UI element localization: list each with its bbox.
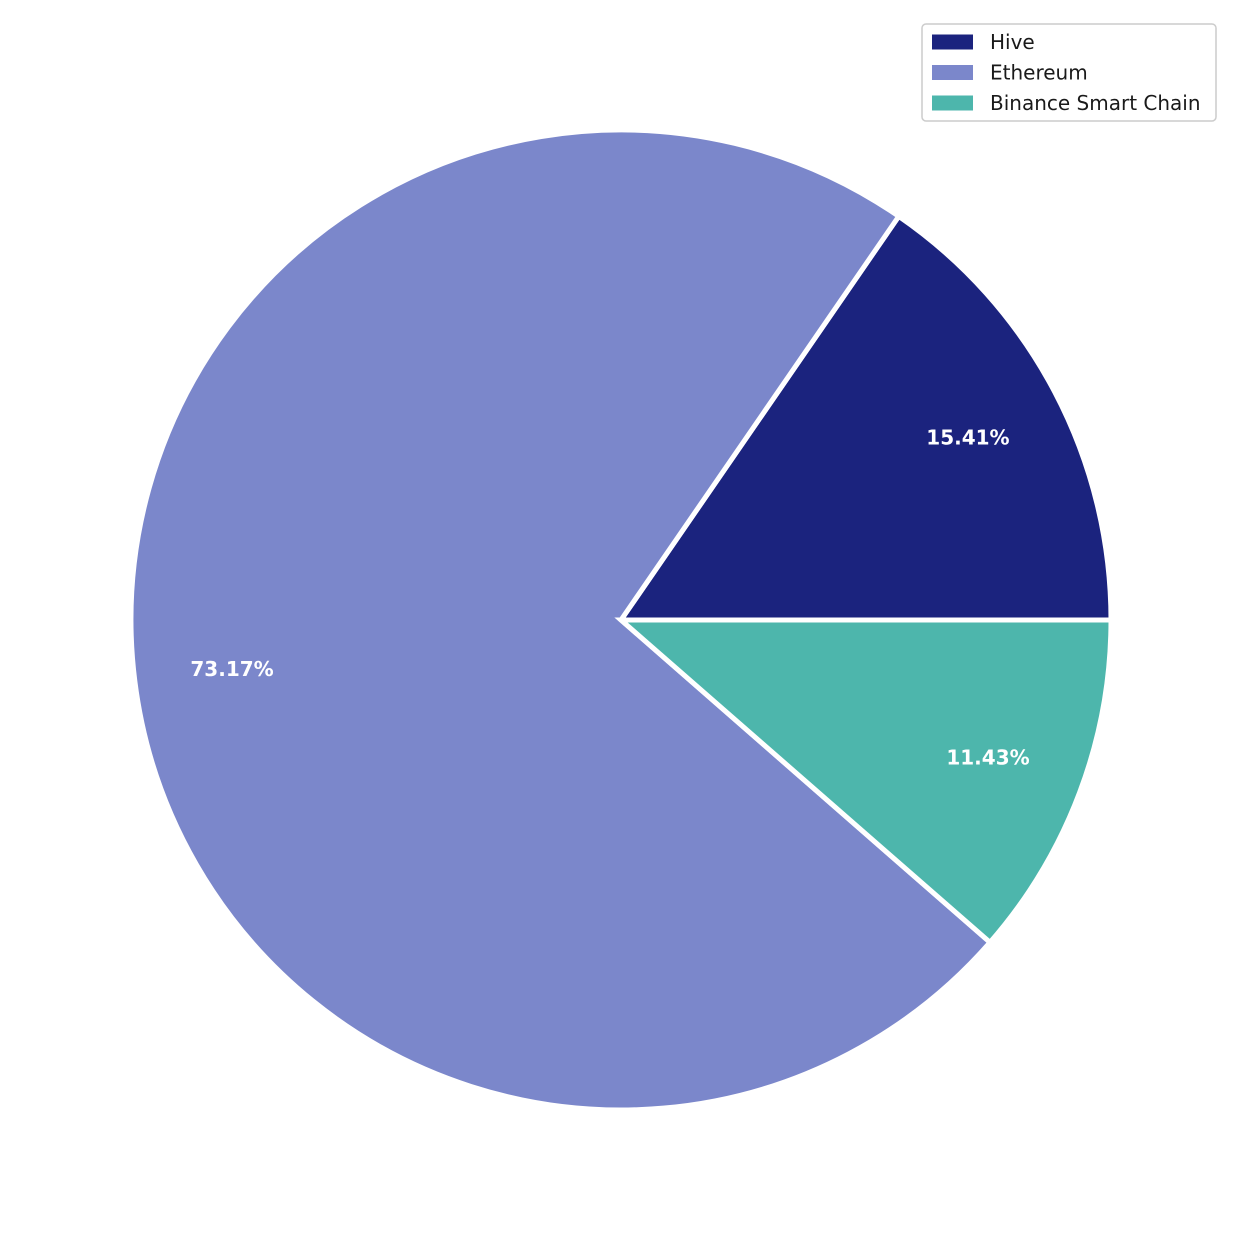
pie-label-ethereum: 73.17% <box>190 657 273 681</box>
legend: Hive Ethereum Binance Smart Chain <box>921 23 1217 122</box>
pie-slice-hive <box>616 212 1114 623</box>
legend-label-hive: Hive <box>990 30 1035 54</box>
pie-slice-ethereum <box>128 127 994 1113</box>
legend-frame <box>921 23 1217 122</box>
legend-items: Hive Ethereum Binance Smart Chain <box>932 30 1201 115</box>
pie-slices <box>128 127 1114 1113</box>
legend-swatch-ethereum <box>932 65 973 80</box>
pie-label-hive: 15.41% <box>926 426 1009 450</box>
legend-swatch-hive <box>932 34 973 50</box>
legend-swatch-binance-smart-chain <box>932 95 973 111</box>
pie-label-binance-smart-chain: 11.43% <box>946 746 1029 770</box>
pie-percent-labels: 15.41% 73.17% 11.43% <box>190 426 1029 770</box>
legend-label-binance-smart-chain: Binance Smart Chain <box>990 91 1201 115</box>
pie-slice-binance-smart-chain <box>614 617 1114 946</box>
legend-label-ethereum: Ethereum <box>990 61 1088 85</box>
